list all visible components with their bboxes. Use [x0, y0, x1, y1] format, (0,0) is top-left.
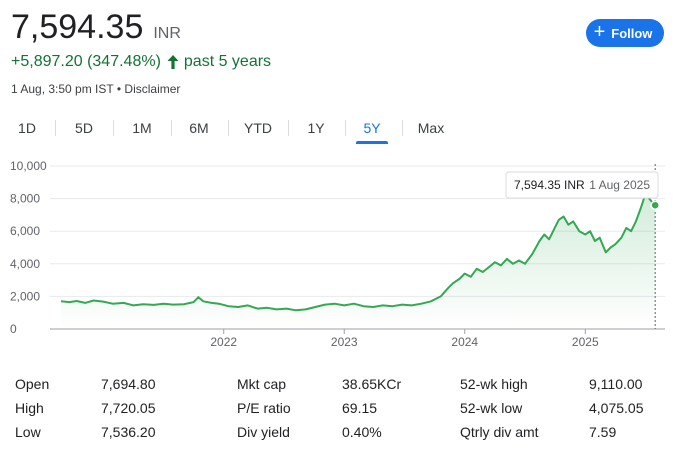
change-value: +5,897.20 (347.48%): [11, 53, 161, 70]
y-tick-label: 8,000: [10, 192, 40, 206]
x-tick-label: 2025: [572, 335, 599, 349]
tab-divider: [345, 120, 346, 136]
stat-pe-label: P/E ratio: [237, 400, 291, 416]
tab-1d[interactable]: 1D: [18, 120, 36, 136]
stat-52high-value: 9,110.00: [589, 376, 643, 392]
meta-separator: •: [116, 82, 122, 96]
y-tick-label: 0: [10, 322, 17, 336]
y-tick-label: 2,000: [10, 289, 40, 303]
price-area: [61, 193, 656, 329]
plus-icon: +: [593, 21, 606, 43]
timestamp: 1 Aug, 3:50 pm IST: [11, 82, 114, 96]
tab-1m[interactable]: 1M: [132, 120, 152, 136]
follow-label: Follow: [611, 25, 653, 41]
y-tick-label: 6,000: [10, 224, 40, 238]
tooltip-value: 7,594.35 INR: [514, 178, 585, 192]
stat-divyield-label: Div yield: [237, 424, 290, 440]
disclaimer-link[interactable]: Disclaimer: [124, 82, 181, 96]
tooltip-date: 1 Aug 2025: [589, 178, 650, 192]
quote-meta: 1 Aug, 3:50 pm IST • Disclaimer: [11, 82, 180, 96]
tooltip-box: [505, 171, 659, 199]
stat-high-label: High: [15, 400, 44, 416]
tab-1y[interactable]: 1Y: [307, 120, 325, 136]
tab-divider: [288, 120, 289, 136]
tab-divider: [171, 120, 172, 136]
tab-divider: [402, 120, 403, 136]
stat-52low-value: 4,075.05: [589, 400, 644, 416]
range-tabs: 1D 5D 1M 6M YTD 1Y 5Y Max: [0, 112, 688, 144]
stat-mktcap-value: 38.65KCr: [342, 376, 402, 392]
stat-open-value: 7,694.80: [101, 376, 156, 392]
stat-mktcap-label: Mkt cap: [237, 376, 287, 392]
price-chart[interactable]: 10,000 8,000 6,000 4,000 2,000 0 2022 2023 2024 2…: [0, 150, 688, 365]
x-tick-label: 2023: [331, 335, 358, 349]
currency-label: INR: [153, 25, 181, 42]
y-tick-label: 10,000: [10, 159, 47, 173]
price-line: [60, 192, 656, 312]
price-header: 7,594.35 INR: [11, 8, 181, 47]
tab-max[interactable]: Max: [417, 120, 445, 136]
stat-divyield-value: 0.40%: [342, 424, 382, 440]
stat-open-label: Open: [15, 376, 50, 392]
tab-5d[interactable]: 5D: [75, 120, 93, 136]
stat-high-value: 7,720.05: [101, 400, 156, 416]
stat-div-value: 7.59: [589, 424, 617, 440]
stat-low-label: Low: [15, 424, 41, 440]
follow-button[interactable]: + Follow: [586, 19, 664, 47]
x-tick-label: 2022: [210, 335, 237, 349]
stat-52high-label: 52-wk high: [460, 376, 528, 392]
stat-div-label: Qtrly div amt: [460, 424, 539, 440]
stat-pe-value: 69.15: [342, 400, 378, 416]
tab-5y[interactable]: 5Y: [356, 112, 388, 144]
stat-52low-label: 52-wk low: [460, 400, 523, 416]
y-tick-label: 4,000: [10, 257, 40, 271]
tab-divider: [228, 120, 229, 136]
tab-divider: [55, 120, 56, 136]
arrow-up-icon: [167, 55, 179, 69]
current-price: 7,594.35: [11, 8, 144, 46]
price-change: +5,897.20 (347.48%) past 5 years: [11, 53, 271, 71]
stat-low-value: 7,536.20: [101, 424, 156, 440]
tab-divider: [113, 120, 114, 136]
tab-6m[interactable]: 6M: [189, 120, 209, 136]
change-period: past 5 years: [183, 53, 272, 70]
cursor-point: [650, 200, 660, 210]
tab-ytd[interactable]: YTD: [244, 120, 272, 136]
x-tick-label: 2024: [451, 335, 478, 349]
